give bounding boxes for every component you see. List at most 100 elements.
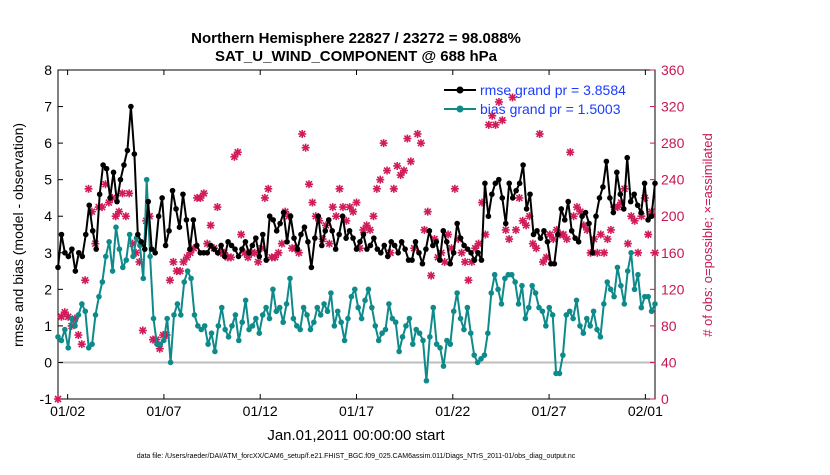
obs-marker-stroke bbox=[461, 258, 469, 266]
bias-point bbox=[474, 359, 481, 366]
rmse-point bbox=[468, 249, 474, 256]
bias-point bbox=[75, 312, 82, 318]
obs-marker-stroke bbox=[329, 203, 337, 211]
bias-point bbox=[382, 326, 389, 333]
bias-point bbox=[79, 301, 85, 307]
bias-point bbox=[225, 334, 232, 340]
bias-point bbox=[362, 297, 368, 304]
rmse-point bbox=[155, 213, 162, 220]
right-tick-label: 360 bbox=[661, 62, 685, 78]
obs-marker-stroke bbox=[251, 249, 259, 257]
rmse-point bbox=[561, 217, 568, 223]
obs-marker-stroke bbox=[57, 313, 65, 321]
rmse-point bbox=[225, 239, 231, 245]
rmse-point bbox=[634, 202, 641, 209]
bias-point bbox=[266, 315, 273, 322]
rmse-point bbox=[478, 257, 485, 263]
obs-marker-stroke bbox=[631, 217, 639, 225]
x-tick-label: 01/02 bbox=[50, 403, 85, 419]
obs-marker bbox=[494, 97, 503, 106]
legend-bias-marker bbox=[456, 105, 464, 113]
bias-point bbox=[304, 312, 310, 318]
rmse-point bbox=[103, 165, 110, 172]
bias-point bbox=[229, 323, 235, 329]
rmse-point bbox=[652, 180, 658, 187]
bias-point bbox=[283, 301, 290, 307]
obs-marker-stroke bbox=[240, 249, 249, 257]
obs-marker-stroke bbox=[278, 240, 286, 248]
bias-point bbox=[307, 326, 314, 333]
obs-marker-stroke bbox=[549, 235, 557, 243]
bias-point bbox=[628, 249, 634, 256]
obs-marker bbox=[644, 230, 653, 239]
bias-point bbox=[263, 304, 269, 311]
obs-marker bbox=[274, 248, 283, 257]
rmse-point bbox=[298, 231, 304, 238]
rmse-point bbox=[284, 239, 290, 245]
obs-marker bbox=[623, 239, 632, 248]
rmse-point bbox=[433, 239, 440, 245]
legend-bias-label: bias grand pr = 1.5003 bbox=[480, 101, 621, 117]
rmse-point bbox=[395, 249, 401, 256]
left-tick-label: 6 bbox=[44, 135, 52, 151]
obs-marker bbox=[362, 221, 371, 230]
rmse-point bbox=[315, 213, 322, 220]
obs-marker bbox=[416, 139, 425, 148]
rmse-point bbox=[568, 228, 575, 234]
bias-point bbox=[120, 264, 126, 271]
bias-point bbox=[150, 315, 157, 322]
bias-point bbox=[590, 308, 597, 315]
obs-marker-stroke bbox=[464, 276, 473, 284]
rmse-point bbox=[437, 257, 443, 263]
bias-point bbox=[519, 282, 525, 289]
obs-marker bbox=[305, 180, 314, 189]
rmse-point bbox=[457, 235, 464, 241]
obs-marker bbox=[532, 244, 541, 253]
obs-marker bbox=[118, 189, 127, 198]
rmse-point bbox=[253, 235, 259, 241]
right-tick-label: 280 bbox=[661, 135, 685, 151]
obs-marker-stroke bbox=[390, 185, 398, 193]
chart-subtitle: SAT_U_WIND_COMPONENT @ 688 hPa bbox=[215, 48, 498, 65]
obs-marker bbox=[539, 257, 548, 266]
rmse-point bbox=[582, 209, 589, 216]
obs-marker-stroke bbox=[237, 230, 245, 239]
bias-point bbox=[532, 290, 539, 296]
bias-point bbox=[195, 323, 201, 329]
x-axis-label: Jan.01,2011 00:00:00 start bbox=[267, 427, 445, 444]
obs-marker bbox=[379, 139, 388, 148]
rmse-point bbox=[430, 242, 436, 249]
bias-point bbox=[130, 253, 136, 260]
rmse-point bbox=[645, 217, 651, 223]
obs-marker bbox=[461, 257, 470, 266]
rmse-point bbox=[614, 169, 620, 176]
rmse-point bbox=[530, 231, 537, 238]
bias-point bbox=[488, 290, 495, 296]
obs-marker bbox=[464, 276, 473, 285]
bias-point bbox=[178, 312, 184, 318]
bias-point bbox=[372, 323, 379, 329]
rmse-point bbox=[124, 147, 131, 154]
rmse-point bbox=[364, 246, 370, 252]
x-tick-label: 01/07 bbox=[146, 403, 181, 419]
rmse-point bbox=[325, 217, 332, 223]
bias-point bbox=[181, 279, 188, 285]
rmse-point bbox=[266, 213, 273, 220]
obs-marker bbox=[182, 253, 191, 262]
rmse-point bbox=[450, 249, 457, 256]
rmse-point bbox=[270, 217, 276, 223]
obs-marker bbox=[627, 212, 636, 221]
rmse-point bbox=[516, 180, 523, 187]
x-tick-label: 01/12 bbox=[243, 403, 278, 419]
rmse-point bbox=[513, 187, 519, 194]
bias-point bbox=[116, 246, 123, 252]
obs-marker-stroke bbox=[207, 221, 215, 229]
rmse-point bbox=[159, 195, 165, 201]
obs-marker-stroke bbox=[539, 258, 547, 266]
bias-point bbox=[92, 312, 99, 318]
rmse-point bbox=[499, 195, 506, 201]
rmse-point bbox=[110, 169, 117, 176]
obs-marker-stroke bbox=[169, 258, 177, 266]
obs-marker bbox=[376, 175, 385, 184]
obs-marker bbox=[562, 235, 571, 244]
